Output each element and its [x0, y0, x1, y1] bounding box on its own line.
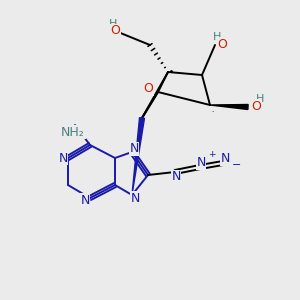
Text: H: H — [213, 32, 221, 42]
Text: N: N — [171, 170, 181, 184]
Text: O: O — [143, 82, 153, 95]
Text: N: N — [196, 157, 206, 169]
Text: −: − — [232, 160, 242, 170]
Polygon shape — [210, 104, 248, 110]
Text: N: N — [58, 152, 68, 164]
Text: O: O — [110, 25, 120, 38]
Text: N: N — [130, 191, 140, 205]
Text: NH₂: NH₂ — [61, 125, 85, 139]
Text: H: H — [256, 94, 264, 104]
Text: N: N — [80, 194, 90, 206]
Text: O: O — [251, 100, 261, 112]
Text: O: O — [217, 38, 227, 50]
Text: N: N — [220, 152, 230, 166]
Text: ·: · — [211, 109, 213, 115]
Text: H: H — [109, 19, 117, 29]
Polygon shape — [132, 118, 145, 195]
Text: N: N — [129, 142, 139, 155]
Text: +: + — [208, 150, 215, 159]
